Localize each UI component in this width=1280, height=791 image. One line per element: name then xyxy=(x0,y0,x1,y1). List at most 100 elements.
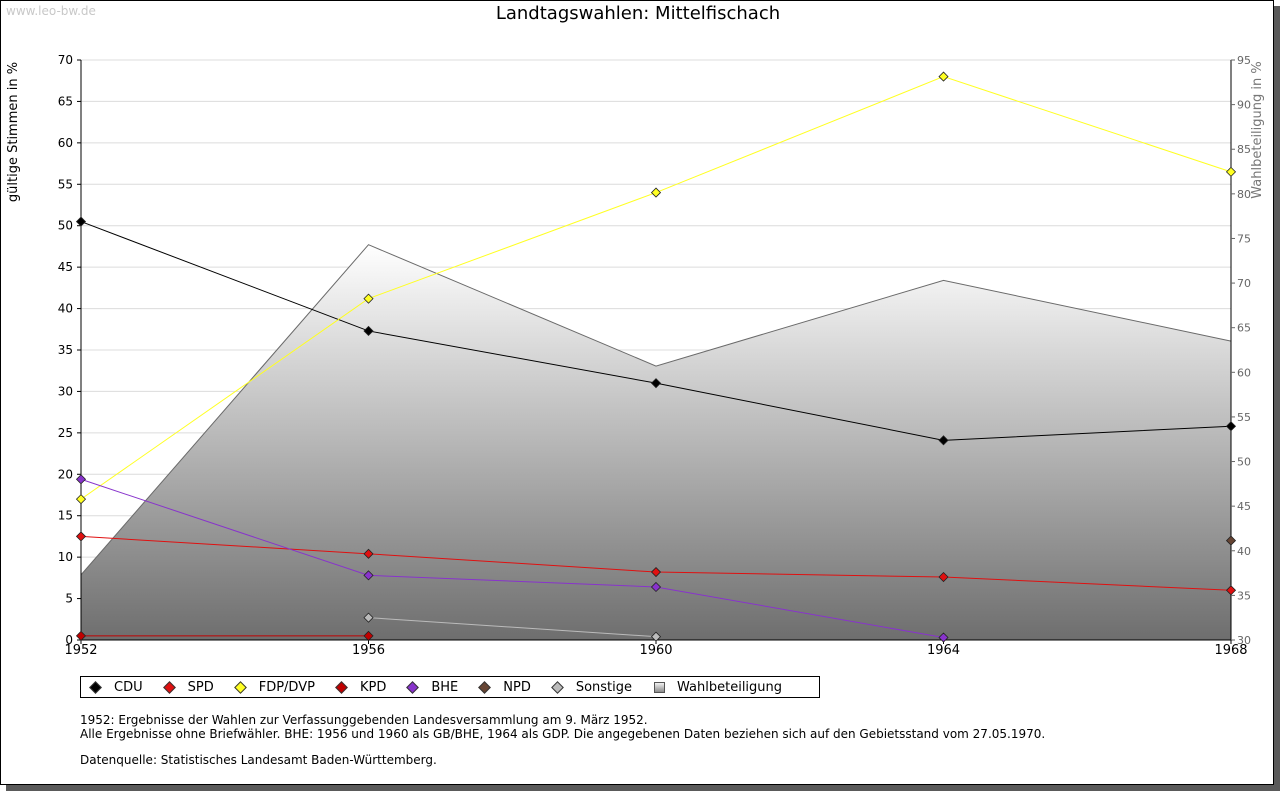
series-kpd xyxy=(75,630,374,641)
legend-item: NPD xyxy=(478,679,531,695)
series-lines xyxy=(75,71,1237,643)
data-point xyxy=(75,474,87,485)
data-point xyxy=(650,378,662,389)
y-right-tick-label: 90 xyxy=(1237,99,1251,112)
data-point xyxy=(938,71,949,82)
legend-swatch xyxy=(162,680,176,694)
data-point xyxy=(938,571,949,583)
data-point xyxy=(363,612,374,623)
legend-swatch xyxy=(335,680,348,694)
y-right-tick-label: 85 xyxy=(1237,143,1251,156)
legend-label: CDU xyxy=(114,679,143,695)
legend-label: BHE xyxy=(431,679,459,695)
series-fdp-dvp xyxy=(75,71,1237,505)
y-right-tick-label: 65 xyxy=(1237,322,1251,335)
y-tick-label: 0 xyxy=(65,633,73,647)
y-tick-label: 55 xyxy=(58,177,73,191)
y-axis-right-label: Wahlbeteiligung in % xyxy=(1250,61,1265,198)
y-right-tick-label: 75 xyxy=(1237,232,1251,245)
y-tick-label: 60 xyxy=(58,136,73,150)
legend-swatch xyxy=(550,680,564,694)
line-chart: 0 5 10 15 20 25 30 35 40 45 50 55 60 65 70 30 35 40 45 50 5… xyxy=(6,53,1265,658)
legend-label: KPD xyxy=(359,679,387,695)
x-tick-label: 1956 xyxy=(352,643,385,658)
legend-swatch xyxy=(478,680,492,694)
legend: CDU SPD FDP/DVP KPD BHE NPD Sonstige Wahlbeteil… xyxy=(80,676,820,698)
y-right-tick-label: 80 xyxy=(1237,188,1251,201)
y-right-tick-label: 40 xyxy=(1237,545,1251,558)
y-axis-left-ticks: 0 5 10 15 20 25 30 35 40 45 50 55 60 65 70 xyxy=(58,53,81,647)
data-point xyxy=(650,581,662,593)
footnotes: 1952: Ergebnisse der Wahlen zur Verfassu… xyxy=(80,713,1045,767)
y-right-tick-label: 60 xyxy=(1237,366,1251,379)
data-point xyxy=(363,548,374,559)
y-right-tick-label: 35 xyxy=(1237,589,1251,602)
legend-label: NPD xyxy=(503,679,531,695)
data-point xyxy=(938,632,949,643)
legend-swatch xyxy=(654,681,666,693)
data-point xyxy=(363,293,374,304)
x-axis-ticks: 1952 1956 1960 1964 1968 xyxy=(64,640,1248,658)
data-point xyxy=(938,435,949,446)
wahlbeteiligung-area xyxy=(81,244,1231,640)
watermark: www.leo-bw.de xyxy=(6,4,96,18)
footnote-line-2: Alle Ergebnisse ohne Briefwähler. BHE: 1… xyxy=(80,727,1046,741)
series-sonstige xyxy=(363,612,662,642)
y-right-tick-label: 50 xyxy=(1237,456,1251,469)
data-source: Datenquelle: Statistisches Landesamt Bad… xyxy=(80,753,437,767)
data-point xyxy=(650,566,662,578)
legend-item: Sonstige xyxy=(550,679,633,695)
data-point xyxy=(75,216,87,227)
data-point xyxy=(1225,535,1237,546)
y-right-tick-label: 95 xyxy=(1237,54,1251,67)
data-point xyxy=(75,630,87,641)
legend-item: KPD xyxy=(335,679,387,695)
y-tick-label: 20 xyxy=(58,467,73,481)
y-axis-right-ticks: 30 35 40 45 50 55 60 65 70 75 80 85 90 95 xyxy=(1231,54,1251,647)
legend-label: FDP/DVP xyxy=(258,679,315,695)
x-tick-label: 1964 xyxy=(927,643,960,658)
y-tick-label: 35 xyxy=(58,343,73,357)
y-right-tick-label: 70 xyxy=(1237,277,1251,290)
y-tick-label: 45 xyxy=(58,260,73,274)
series-spd xyxy=(75,531,1237,596)
series-line xyxy=(368,617,657,638)
y-tick-label: 70 xyxy=(58,53,73,67)
x-tick-label: 1960 xyxy=(639,643,672,658)
legend-swatch xyxy=(233,680,247,694)
y-tick-label: 10 xyxy=(58,550,73,564)
y-tick-label: 25 xyxy=(58,426,73,440)
legend-item: CDU xyxy=(89,679,143,695)
data-point xyxy=(1225,585,1237,596)
data-point xyxy=(75,494,87,505)
legend-label: SPD xyxy=(187,679,214,695)
series-npd xyxy=(1225,535,1237,546)
data-point xyxy=(1225,166,1237,177)
series-line xyxy=(80,478,944,639)
y-right-tick-label: 30 xyxy=(1237,634,1251,647)
wahlbeteiligung-line xyxy=(80,244,1232,576)
y-right-tick-label: 55 xyxy=(1237,411,1251,424)
x-tick-label: 1952 xyxy=(64,643,97,658)
series-bhe xyxy=(75,474,949,643)
series-cdu xyxy=(75,216,1237,446)
data-point xyxy=(363,325,374,337)
chart-title: Landtagswahlen: Mittelfischach xyxy=(495,3,781,24)
legend-label: Sonstige xyxy=(575,679,633,695)
legend-item: Wahlbeteiligung xyxy=(654,680,782,695)
y-tick-label: 5 xyxy=(65,592,73,606)
y-right-tick-label: 45 xyxy=(1237,500,1251,513)
legend-item: SPD xyxy=(162,679,214,695)
footnote-line-1: 1952: Ergebnisse der Wahlen zur Verfassu… xyxy=(80,713,648,727)
data-point xyxy=(650,631,662,642)
y-tick-label: 50 xyxy=(58,219,73,233)
data-point xyxy=(363,630,374,641)
y-tick-label: 30 xyxy=(58,384,73,398)
x-tick-label: 1968 xyxy=(1214,643,1247,658)
data-point xyxy=(75,531,87,542)
y-tick-label: 65 xyxy=(58,94,73,108)
legend-item: FDP/DVP xyxy=(233,679,315,695)
data-point xyxy=(1225,421,1237,432)
legend-label: Wahlbeteiligung xyxy=(677,679,783,695)
y-tick-label: 40 xyxy=(58,302,73,316)
